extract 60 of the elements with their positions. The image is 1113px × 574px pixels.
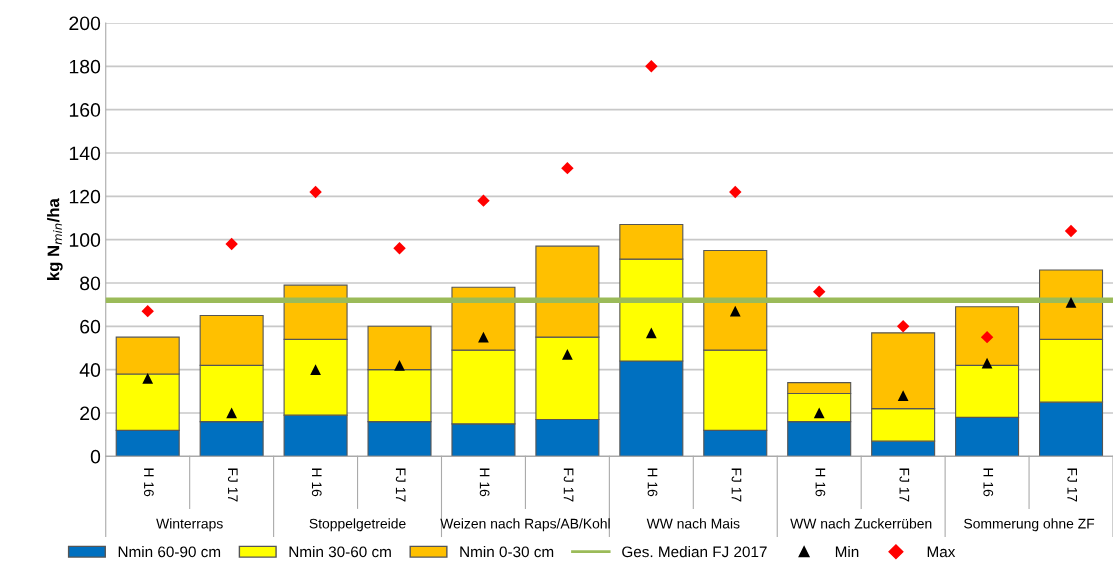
x-tick-label: H 16 xyxy=(815,468,826,497)
point xyxy=(394,359,405,371)
x-tick-label: FJ 17 xyxy=(395,468,406,502)
text: WW nach Mais xyxy=(646,518,740,529)
point xyxy=(478,331,489,343)
y-tick-label: 60 xyxy=(80,319,101,334)
point xyxy=(1064,224,1078,238)
point xyxy=(477,194,490,207)
x-tick-label: FJ 17 xyxy=(1067,468,1077,502)
y-tick-label: 200 xyxy=(69,16,101,31)
y-tick-label: 160 xyxy=(69,103,101,117)
point xyxy=(729,305,741,317)
text: Sommerung ohne ZF xyxy=(964,518,1095,532)
y-tick-label: 80 xyxy=(80,276,101,291)
point xyxy=(141,304,154,318)
legend-label: Min xyxy=(835,546,859,558)
x-tick-label: H 16 xyxy=(479,468,490,497)
point xyxy=(393,242,406,255)
point xyxy=(309,185,322,199)
y-tick-label: 0 xyxy=(90,449,101,464)
point xyxy=(980,330,994,344)
point xyxy=(645,60,658,73)
x-tick-label: H 16 xyxy=(311,468,322,497)
legend-label: Nmin 0-30 cm xyxy=(460,546,554,558)
x-tick-label: FJ 17 xyxy=(731,468,742,502)
point xyxy=(981,357,993,369)
legend-label: Nmin 60-90 cm xyxy=(118,546,221,558)
y-axis-title: kg N$_{min}$/ha xyxy=(47,198,63,280)
x-tick-label: FJ 17 xyxy=(563,468,574,502)
text: WW nach Zuckerrüben xyxy=(790,518,932,529)
x-tick-label: FJ 17 xyxy=(227,468,238,502)
y-tick-label: 120 xyxy=(69,189,101,204)
x-tick-label: H 16 xyxy=(983,468,994,497)
x-tick-label: H 16 xyxy=(647,468,658,497)
legend-label: Nmin 30-60 cm xyxy=(289,546,391,558)
point xyxy=(729,185,742,199)
point xyxy=(561,161,574,175)
x-tick-label: FJ 17 xyxy=(899,468,910,502)
point xyxy=(813,285,826,298)
point xyxy=(225,237,238,251)
text: Stoppelgetreide xyxy=(309,518,406,532)
point xyxy=(897,390,909,402)
point xyxy=(1065,297,1077,308)
y-tick-label: 140 xyxy=(69,146,101,161)
text: Weizen nach Raps/AB/Kohl xyxy=(440,518,610,532)
y-tick-label: 100 xyxy=(69,233,101,247)
point xyxy=(310,364,321,376)
point xyxy=(142,372,154,384)
x-tick-label: H 16 xyxy=(143,468,154,497)
legend-label: Max xyxy=(927,546,956,558)
point xyxy=(645,327,657,339)
point xyxy=(813,407,825,419)
y-tick-label: 40 xyxy=(79,363,101,377)
text: Winterraps xyxy=(156,518,223,532)
y-tick-label: 20 xyxy=(80,406,101,421)
y-tick-label: 180 xyxy=(69,59,101,74)
point xyxy=(562,349,573,360)
point xyxy=(896,320,910,333)
point xyxy=(226,407,238,419)
legend-label: Ges. Median FJ 2017 xyxy=(622,546,767,558)
